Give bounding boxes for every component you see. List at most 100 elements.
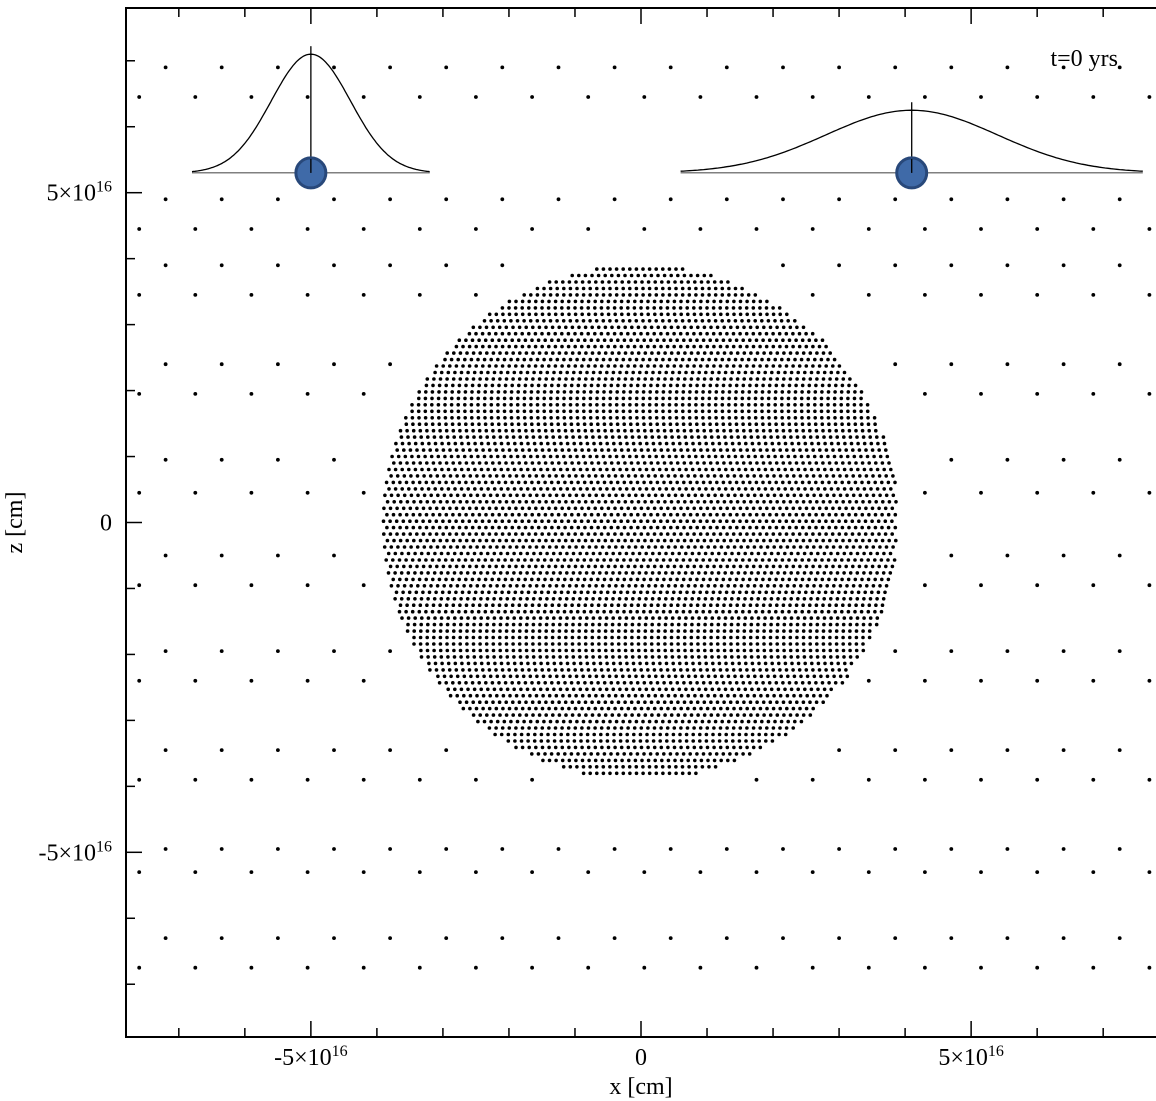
cloud-particle: [609, 422, 613, 427]
cloud-particle: [787, 480, 792, 485]
cloud-particle: [498, 351, 502, 355]
cloud-particle: [415, 448, 419, 452]
cloud-particle: [840, 681, 845, 685]
cloud-particle: [593, 564, 598, 569]
cloud-particle: [615, 396, 619, 401]
cloud-particle: [609, 752, 613, 756]
cloud-particle: [765, 693, 770, 698]
cloud-particle: [577, 648, 582, 653]
cloud-particle: [677, 467, 682, 472]
cloud-particle: [455, 493, 460, 498]
cloud-particle: [771, 519, 775, 523]
cloud-particle: [650, 622, 654, 627]
cloud-particle: [854, 538, 858, 543]
cloud-particle: [686, 706, 690, 711]
cloud-particle: [635, 609, 639, 614]
cloud-particle: [610, 622, 615, 627]
cloud-particle: [417, 609, 422, 614]
cloud-particle: [748, 461, 753, 465]
ambient-particle: [137, 490, 142, 495]
cloud-particle: [603, 428, 607, 433]
cloud-particle: [481, 474, 486, 478]
cloud-particle: [646, 745, 650, 750]
cloud-particle: [668, 338, 673, 343]
cloud-particle: [750, 551, 754, 556]
cloud-particle: [707, 403, 711, 407]
cloud-particle: [490, 681, 495, 685]
cloud-particle: [789, 370, 794, 375]
cloud-particle: [513, 519, 518, 523]
cloud-particle: [582, 558, 587, 562]
cloud-particle: [465, 351, 469, 355]
cloud-particle: [454, 668, 459, 672]
cloud-particle: [682, 325, 687, 330]
cloud-particle: [511, 642, 515, 646]
cloud-particle: [644, 597, 648, 601]
cloud-particle: [449, 357, 454, 362]
cloud-particle: [731, 519, 736, 523]
cloud-particle: [495, 545, 499, 549]
cloud-particle: [640, 493, 645, 498]
cloud-particle: [404, 422, 409, 427]
cloud-particle: [672, 344, 676, 349]
cloud-particle: [464, 538, 469, 543]
cloud-particle: [466, 441, 471, 446]
cloud-particle: [854, 629, 859, 633]
cloud-particle: [568, 493, 572, 498]
cloud-particle: [498, 435, 503, 439]
cloud-particle: [623, 461, 627, 465]
cloud-particle: [677, 616, 682, 620]
cloud-particle: [463, 416, 468, 420]
cloud-particle: [735, 351, 740, 355]
cloud-particle: [855, 597, 860, 601]
cloud-particle: [507, 506, 512, 511]
cloud-particle: [458, 642, 463, 646]
cloud-particle: [627, 758, 631, 763]
cloud-particle: [795, 538, 799, 543]
cloud-particle: [736, 616, 741, 620]
cloud-particle: [429, 454, 434, 459]
cloud-particle: [643, 377, 647, 381]
cloud-particle: [588, 396, 593, 401]
cloud-particle: [844, 532, 848, 536]
cloud-particle: [647, 357, 652, 362]
cloud-particle: [384, 558, 389, 562]
cloud-particle: [678, 331, 683, 336]
cloud-particle: [884, 584, 889, 588]
cloud-particle: [385, 538, 390, 543]
cloud-particle: [497, 338, 501, 343]
cloud-particle: [521, 493, 526, 498]
cloud-particle: [428, 474, 433, 478]
cloud-particle: [558, 597, 562, 601]
cloud-particle: [648, 558, 653, 562]
cloud-particle: [643, 629, 648, 633]
cloud-particle: [571, 435, 575, 439]
cloud-particle: [788, 700, 792, 704]
cloud-particle: [654, 416, 659, 420]
cloud-particle: [733, 409, 738, 414]
cloud-particle: [595, 416, 600, 420]
cloud-particle: [748, 325, 753, 330]
ambient-particle: [1117, 553, 1122, 558]
cloud-particle: [829, 487, 834, 491]
cloud-particle: [619, 726, 624, 730]
cloud-particle: [582, 396, 586, 401]
cloud-particle: [750, 661, 755, 666]
cloud-particle: [788, 629, 793, 633]
cloud-particle: [768, 629, 773, 633]
cloud-particle: [583, 461, 588, 465]
cloud-particle: [814, 338, 818, 343]
cloud-particle: [725, 532, 729, 536]
cloud-particle: [762, 642, 766, 646]
cloud-particle: [498, 622, 503, 627]
cloud-particle: [425, 500, 430, 504]
cloud-particle: [641, 409, 645, 414]
cloud-particle: [755, 648, 760, 653]
cloud-particle: [474, 331, 478, 336]
cloud-particle: [500, 344, 505, 349]
cloud-particle: [861, 635, 865, 640]
cloud-particle: [476, 390, 481, 394]
cloud-particle: [800, 338, 805, 343]
cloud-particle: [626, 532, 630, 536]
cloud-particle: [556, 577, 560, 582]
